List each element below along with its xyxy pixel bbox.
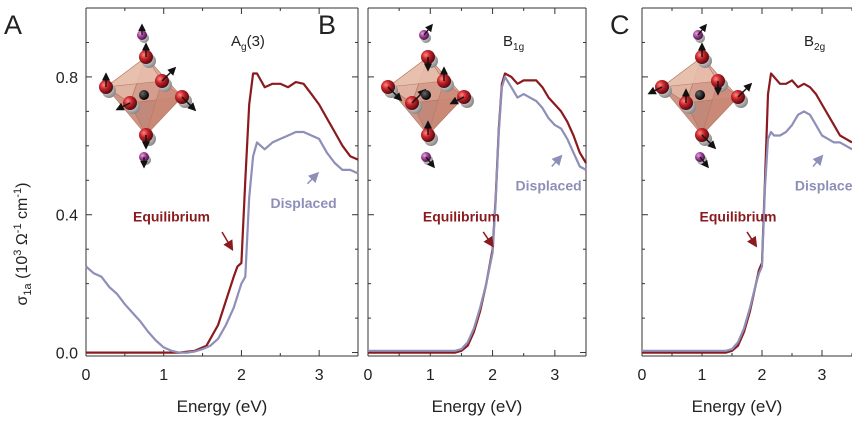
- series-equilibrium-line: [86, 72, 359, 354]
- x-tick-label: 0: [82, 367, 91, 384]
- x-axis-label: Energy (eV): [177, 397, 268, 416]
- annotation-arrow: [482, 231, 494, 248]
- ylabel-close: ): [14, 183, 31, 188]
- annotation-displaced: Displaced: [271, 195, 337, 211]
- x-tick-label: 0: [638, 367, 647, 384]
- x-tick-label: 1: [426, 367, 435, 384]
- ylabel-mid: Ω: [14, 233, 31, 249]
- x-tick-label: 3: [315, 367, 324, 384]
- x-tick-label: 2: [488, 367, 497, 384]
- series-displaced-line: [642, 110, 852, 352]
- ylabel-sigma: σ: [14, 295, 31, 305]
- panel-c: 0 1 2 3 Energy (eV) C B2g Equilibrium Displaced: [610, 7, 852, 416]
- annotation-equilibrium: Equilibrium: [700, 209, 777, 225]
- y-tick-label: 0.4: [56, 208, 78, 225]
- crystal-structure-icon: [381, 23, 474, 169]
- ylabel-exp1: 3: [12, 250, 24, 256]
- annotation-arrow: [306, 171, 320, 185]
- annotation-arrow: [746, 231, 758, 248]
- mode-label: B2g: [804, 33, 825, 53]
- panel-a: 0 1 2 3 0.0 0.4 0.8 Energy (eV) A Ag(3) Equilibriu…: [4, 7, 359, 416]
- ylabel-rest: (10: [14, 256, 31, 284]
- x-tick-label: 1: [159, 367, 168, 384]
- annotation-arrow: [551, 154, 563, 167]
- panel-b: 0 1 2 3 Energy (eV) B B1g Equilibrium Displaced: [318, 7, 587, 416]
- annotation-arrow: [812, 154, 824, 167]
- ylabel-tail: cm: [14, 198, 31, 224]
- crystal-structure-icon: [99, 23, 197, 169]
- ylabel-exp3: -1: [12, 188, 24, 198]
- x-axis-label: Energy (eV): [432, 397, 523, 416]
- mode-label: Ag(3): [231, 33, 265, 53]
- y-tick-label: 0.0: [56, 346, 78, 363]
- x-tick-label: 0: [364, 367, 373, 384]
- x-tick-label: 2: [758, 367, 767, 384]
- series-equilibrium-line: [642, 72, 852, 354]
- x-tick-label: 2: [237, 367, 246, 384]
- mode-label: B1g: [503, 33, 524, 53]
- annotation-equilibrium: Equilibrium: [423, 209, 500, 225]
- y-tick-label: 0.8: [56, 70, 78, 87]
- ylabel-exp2: -1: [12, 223, 24, 233]
- panel-letter: C: [610, 10, 630, 40]
- panel-letter: A: [4, 10, 22, 40]
- y-axis-label: σ1a (103 Ω-1 cm-1): [12, 183, 34, 306]
- annotation-arrow: [221, 231, 234, 251]
- panel-letter: B: [318, 10, 336, 40]
- annotation-equilibrium: Equilibrium: [133, 209, 210, 225]
- x-tick-label: 1: [698, 367, 707, 384]
- series-displaced-line: [85, 130, 359, 354]
- x-axis-label: Energy (eV): [692, 397, 783, 416]
- x-tick-label: 3: [550, 367, 559, 384]
- series-displaced-line: [368, 75, 587, 352]
- annotation-displaced: Displaced: [795, 178, 852, 194]
- ylabel-sub: 1a: [22, 282, 34, 295]
- x-tick-label: 3: [818, 367, 827, 384]
- annotation-displaced: Displaced: [516, 178, 582, 194]
- crystal-structure-icon: [647, 23, 753, 169]
